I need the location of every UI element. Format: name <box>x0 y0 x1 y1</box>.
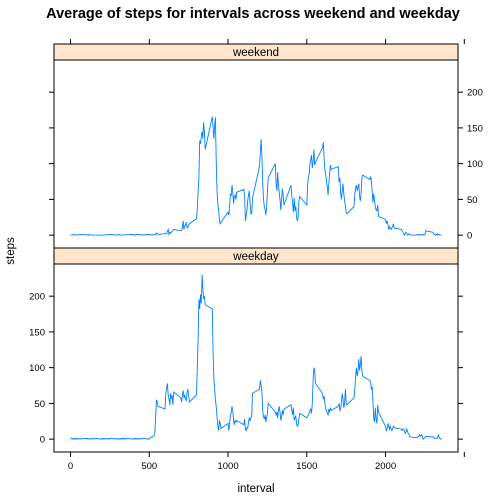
panel-frame-weekday <box>53 263 459 453</box>
x-tick-label: 0 <box>68 461 73 472</box>
panel-weekday: weekday <box>53 247 459 453</box>
series-line-weekend <box>70 116 442 237</box>
series-line-weekday <box>70 274 442 440</box>
top-axis <box>70 39 465 44</box>
y-tick-label-right: 200 <box>467 88 483 99</box>
x-tick-label: 500 <box>141 461 157 472</box>
y-tick-label: 150 <box>29 327 45 338</box>
x-tick-label: 2000 <box>375 461 396 472</box>
panel-weekend: weekend <box>53 43 459 249</box>
strip-label-weekend: weekend <box>232 47 279 59</box>
y-tick-label: 100 <box>29 363 45 374</box>
x-tick-label: 1500 <box>296 461 317 472</box>
y-tick-label-right: 150 <box>467 123 483 134</box>
x-tick-label: 1000 <box>217 461 238 472</box>
y-tick-label-right: 0 <box>467 231 472 242</box>
y-tick-label-right: 50 <box>467 195 478 206</box>
x-axis-label: interval <box>237 483 274 495</box>
right-axis: 0 50 100 150 200 <box>458 88 483 440</box>
bottom-axis: 0 500 1000 1500 2000 <box>68 452 465 472</box>
left-axis: 0 50 100 150 200 <box>29 91 54 446</box>
y-tick-label-right: 100 <box>467 159 483 170</box>
y-tick-label: 50 <box>34 399 45 410</box>
strip-label-weekday: weekday <box>232 251 279 263</box>
chart-title: Average of steps for intervals across we… <box>46 6 460 22</box>
y-tick-label: 0 <box>40 435 45 446</box>
panel-frame-weekend <box>53 59 459 249</box>
y-axis-label: steps <box>5 237 17 265</box>
y-tick-label: 200 <box>29 292 45 303</box>
